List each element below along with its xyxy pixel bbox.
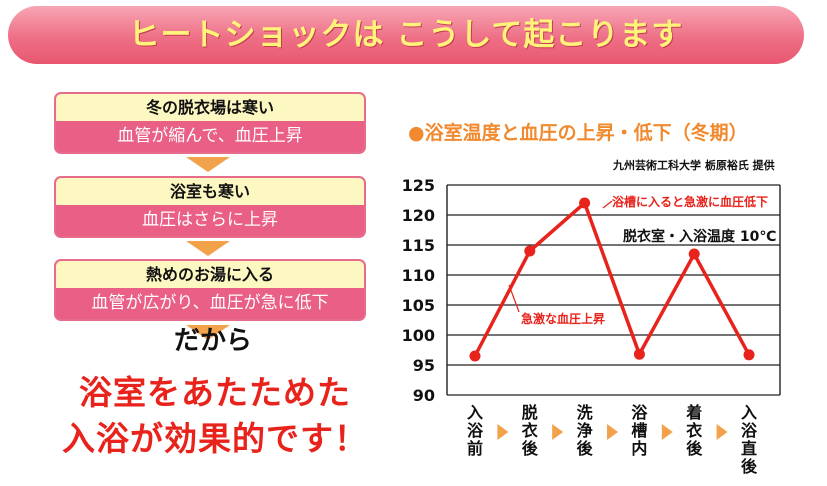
step-1-heading: 冬の脱衣場は寒い — [56, 94, 364, 121]
data-point — [579, 197, 591, 209]
down-arrow-icon — [186, 157, 230, 172]
conclusion-line-1: 浴室をあたためた — [79, 373, 351, 412]
banner-title: ヒートショックは こうして起こります — [128, 17, 684, 53]
banner: ヒートショックは こうして起こります — [8, 6, 804, 64]
down-arrow-icon — [186, 241, 230, 256]
y-tick-label: 120 — [402, 206, 435, 225]
step-2-text: 血圧はさらに上昇 — [142, 210, 278, 230]
y-tick-label: 125 — [402, 176, 435, 195]
conclusion-line-2: 入浴が効果的です！ — [62, 419, 368, 458]
y-tick-label: 115 — [402, 236, 435, 255]
annotation-label: 脱衣室・入浴温度 10℃ — [623, 228, 776, 245]
data-point — [469, 350, 481, 362]
step-3-heading: 熱めのお湯に入る — [56, 261, 364, 288]
chart-title: ●浴室温度と血圧の上昇・低下（冬期） — [408, 122, 748, 144]
step-arrow-icon — [661, 424, 673, 440]
x-tick-label: 脱衣後 — [522, 403, 539, 458]
step-2: 浴室も寒い 血圧はさらに上昇 — [54, 176, 366, 238]
step-1: 冬の脱衣場は寒い 血管が縮んで、血圧上昇 — [54, 92, 366, 154]
step-arrow-icon — [607, 424, 618, 440]
step-arrow-icon — [716, 424, 728, 440]
step-arrow-icon — [552, 424, 564, 440]
down-arrow-icon — [186, 325, 230, 340]
y-tick-label: 105 — [402, 296, 435, 315]
y-tick-label: 90 — [413, 386, 435, 405]
x-tick-label: 洗浄後 — [577, 403, 594, 458]
series-line — [473, 201, 751, 357]
annotation-label: 急激な血圧上昇 — [521, 311, 605, 326]
y-tick-label: 95 — [413, 356, 435, 375]
step-arrow-icon — [497, 424, 509, 440]
x-tick-label: 入浴直後 — [741, 403, 758, 476]
step-2-heading: 浴室も寒い — [56, 178, 364, 205]
step-3-text: 血管が広がり、血圧が急に低下 — [91, 293, 329, 313]
dakara-text: だから — [173, 326, 252, 356]
annotation-leader — [602, 200, 613, 209]
chart-credit: 九州芸術工科大学 栃原裕氏 提供 — [613, 159, 775, 172]
annotation-leader — [508, 284, 520, 313]
data-point — [688, 248, 700, 260]
data-point — [633, 348, 645, 360]
data-point — [743, 349, 755, 361]
x-tick-label: 着衣後 — [685, 403, 703, 458]
y-tick-label: 100 — [402, 326, 435, 345]
step-1-text: 血管が縮んで、血圧上昇 — [117, 126, 303, 146]
step-3: 熱めのお湯に入る 血管が広がり、血圧が急に低下 — [54, 259, 366, 321]
y-tick-label: 110 — [402, 266, 435, 285]
annotation-label: 浴槽に入ると急激に血圧低下 — [612, 194, 768, 209]
x-tick-label: 浴槽内 — [631, 403, 648, 458]
data-point — [524, 245, 536, 257]
x-tick-label: 入浴前 — [467, 403, 484, 458]
